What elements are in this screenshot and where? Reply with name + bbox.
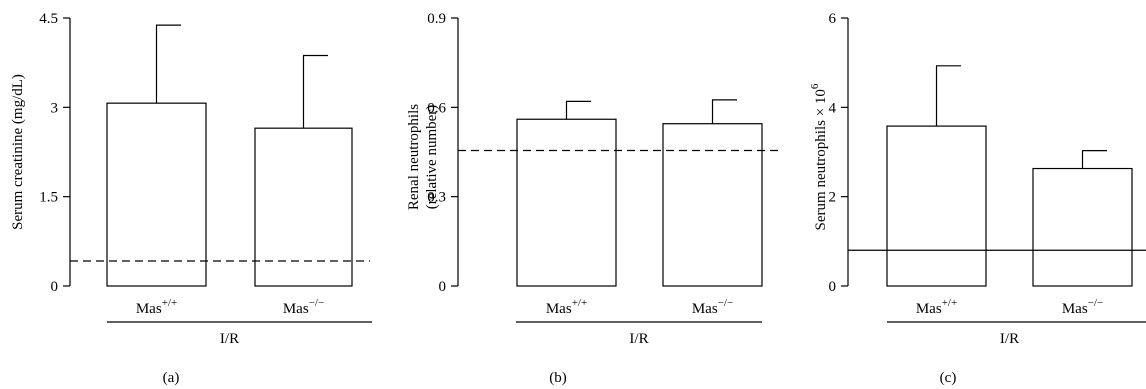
category-sup: −/− (309, 297, 324, 309)
category-sup: +/+ (162, 297, 177, 309)
y-axis-label-line1: Renal neutrophils (406, 104, 422, 210)
x-category-label: Mas−/− (283, 297, 324, 317)
y-axis-label-line2: (relative number) (424, 105, 440, 210)
panel-label: (c) (940, 370, 957, 386)
y-tick-label: 0.3 (427, 190, 446, 206)
category-sup: −/− (718, 297, 733, 309)
y-tick-label: 0 (439, 279, 447, 295)
y-axis-label: Serum neutrophils × 106 (809, 83, 829, 230)
category-sup: +/+ (942, 297, 957, 309)
x-category-label: Mas−/− (692, 297, 733, 317)
category-base: Mas (916, 301, 942, 317)
group-label: I/R (220, 331, 239, 347)
panel-b: 0 0.3 0.6 0.9 Renal neutrophils (relative num… (406, 11, 783, 386)
category-sup: +/+ (572, 297, 587, 309)
y-tick-label: 4 (829, 100, 837, 116)
x-category-label: Mas+/+ (546, 297, 587, 317)
y-tick-label: 3 (51, 100, 59, 116)
category-base: Mas (546, 301, 572, 317)
category-sup: −/− (1088, 297, 1103, 309)
category-base: Mas (692, 301, 718, 317)
y-axis-label-sup: 6 (809, 83, 821, 89)
y-tick-label: 6 (829, 11, 837, 27)
category-base: Mas (1062, 301, 1088, 317)
y-tick-label: 4.5 (39, 11, 58, 27)
y-tick-label: 2 (829, 190, 837, 206)
group-label: I/R (629, 331, 648, 347)
group-label: I/R (1000, 331, 1019, 347)
category-base: Mas (283, 301, 309, 317)
x-category-label: Mas−/− (1062, 297, 1103, 317)
x-category-label: Mas+/+ (136, 297, 177, 317)
category-base: Mas (136, 301, 162, 317)
y-axis-label-base: Serum neutrophils × 10 (813, 89, 829, 230)
y-axis-label: Serum creatinine (mg/dL) (10, 74, 26, 230)
bar (516, 118, 617, 287)
x-category-label: Mas+/+ (916, 297, 957, 317)
panel-label: (b) (549, 370, 567, 386)
bar (106, 102, 207, 287)
bar (1032, 167, 1133, 287)
panel-label: (a) (163, 370, 180, 386)
y-tick-label: 1.5 (39, 190, 58, 206)
y-tick-label: 0.9 (427, 11, 446, 27)
bar (886, 125, 987, 287)
bar (254, 127, 353, 287)
y-tick-label: 0 (51, 279, 59, 295)
bar (662, 123, 763, 287)
y-tick-label: 0.6 (427, 100, 446, 116)
y-tick-label: 0 (829, 279, 837, 295)
